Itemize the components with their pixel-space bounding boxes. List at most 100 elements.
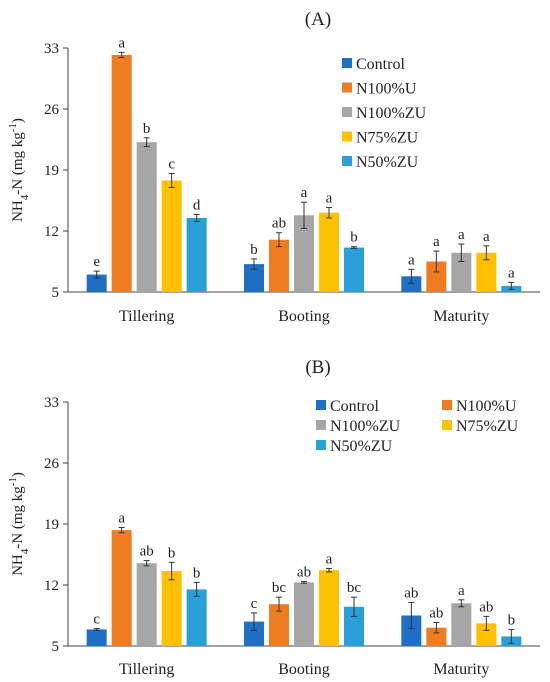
y-axis-title: NH4-N (mg kg-1) <box>7 472 31 576</box>
bar <box>426 261 447 292</box>
bar <box>244 264 264 292</box>
y-axis-title-part: NH <box>10 554 26 576</box>
significance-label: a <box>118 510 125 526</box>
y-axis-title-sub: 4 <box>19 194 31 200</box>
bar <box>161 571 182 646</box>
significance-label: ab <box>429 605 443 621</box>
legend-swatch <box>316 400 326 410</box>
x-category-label: Maturity <box>433 661 489 678</box>
significance-label: bc <box>347 580 362 596</box>
legend-label: Control <box>356 56 405 73</box>
significance-label: b <box>143 121 151 137</box>
y-axis-title-part: ) <box>10 118 26 123</box>
bar <box>136 142 157 292</box>
legend-label: N100%ZU <box>330 418 401 435</box>
x-category-label: Tillering <box>119 661 174 678</box>
legend-swatch <box>342 107 352 117</box>
legend: Control N100%U N100%ZU N75%ZU N50%ZU <box>316 398 519 455</box>
x-category-label: Booting <box>278 661 330 678</box>
legend-swatch <box>316 440 326 450</box>
y-tick-label: 5 <box>52 285 60 301</box>
significance-label: ab <box>479 599 493 615</box>
bar <box>319 570 339 646</box>
significance-label: ab <box>297 565 311 581</box>
y-axis-title: NH4-N (mg kg-1) <box>7 118 31 222</box>
y-tick-label: 26 <box>44 456 60 472</box>
significance-label: b <box>168 545 176 561</box>
bar <box>111 530 132 646</box>
legend-label: N100%ZU <box>356 105 427 122</box>
bar <box>426 627 447 646</box>
legend-label: N75%ZU <box>356 130 419 147</box>
y-axis-title-sup: -1 <box>7 477 19 486</box>
bar <box>294 582 314 646</box>
bar <box>344 606 364 646</box>
significance-label: bc <box>272 580 287 596</box>
panel-label: (A) <box>305 9 331 30</box>
significance-label: b <box>508 612 516 628</box>
significance-label: a <box>408 252 415 268</box>
x-category-label: Tillering <box>119 308 174 325</box>
bar <box>476 252 497 292</box>
legend-swatch <box>442 400 452 410</box>
significance-label: a <box>483 229 490 245</box>
significance-label: ab <box>140 544 154 560</box>
y-tick-label: 12 <box>44 578 59 594</box>
legend-label: N75%ZU <box>456 418 519 435</box>
y-tick-label: 26 <box>44 102 60 118</box>
legend-label: Control <box>330 398 379 415</box>
legend-label: N50%ZU <box>330 438 393 455</box>
significance-label: a <box>508 265 515 281</box>
y-tick-label: 19 <box>44 517 59 533</box>
panel-a-chart: (A) 5 12 19 26 33 NH4-N (mg kg-1) Tillering e a b c… <box>7 9 540 325</box>
significance-label: c <box>251 596 258 612</box>
panel-label: (B) <box>305 357 330 378</box>
significance-label: c <box>168 156 175 172</box>
legend-swatch <box>342 156 352 166</box>
significance-label: b <box>350 230 358 246</box>
y-axis-title-part: -N (mg kg <box>10 486 26 549</box>
bar <box>186 589 207 646</box>
bar <box>401 276 422 292</box>
significance-label: b <box>193 565 201 581</box>
bar <box>111 54 132 292</box>
bar <box>451 603 472 646</box>
bar <box>244 621 264 646</box>
y-axis-title-part: NH <box>10 200 26 222</box>
significance-label: b <box>250 242 258 258</box>
bar <box>344 247 364 292</box>
bar <box>451 252 472 292</box>
bar <box>86 629 107 646</box>
y-tick-label: 19 <box>44 163 59 179</box>
bar <box>476 623 497 646</box>
y-axis-title-sup: -1 <box>7 123 19 132</box>
y-tick-label: 5 <box>52 639 60 655</box>
legend: Control N100%U N100%ZU N75%ZU N50%ZU <box>342 56 427 171</box>
y-tick-label: 12 <box>44 224 59 240</box>
y-axis-title-sub: 4 <box>19 548 31 554</box>
bar <box>294 215 314 292</box>
bar <box>161 180 182 292</box>
significance-label: e <box>93 254 100 270</box>
significance-label: a <box>458 583 465 599</box>
significance-label: a <box>326 190 333 206</box>
significance-label: a <box>458 227 465 243</box>
legend-label: N100%U <box>456 398 517 415</box>
significance-label: a <box>326 551 333 567</box>
significance-label: ab <box>404 585 418 601</box>
legend-swatch <box>342 131 352 142</box>
legend-swatch <box>342 82 352 93</box>
x-category-label: Booting <box>278 308 330 325</box>
bar <box>136 563 157 646</box>
x-category-label: Maturity <box>433 308 489 325</box>
legend-swatch <box>342 58 352 68</box>
bar <box>269 604 289 646</box>
y-tick-label: 33 <box>44 41 59 57</box>
y-axis-title-part: ) <box>10 472 26 477</box>
legend-label: N100%U <box>356 81 417 98</box>
significance-label: a <box>301 185 308 201</box>
significance-label: a <box>433 234 440 250</box>
bar <box>269 239 289 292</box>
bar <box>186 217 207 292</box>
